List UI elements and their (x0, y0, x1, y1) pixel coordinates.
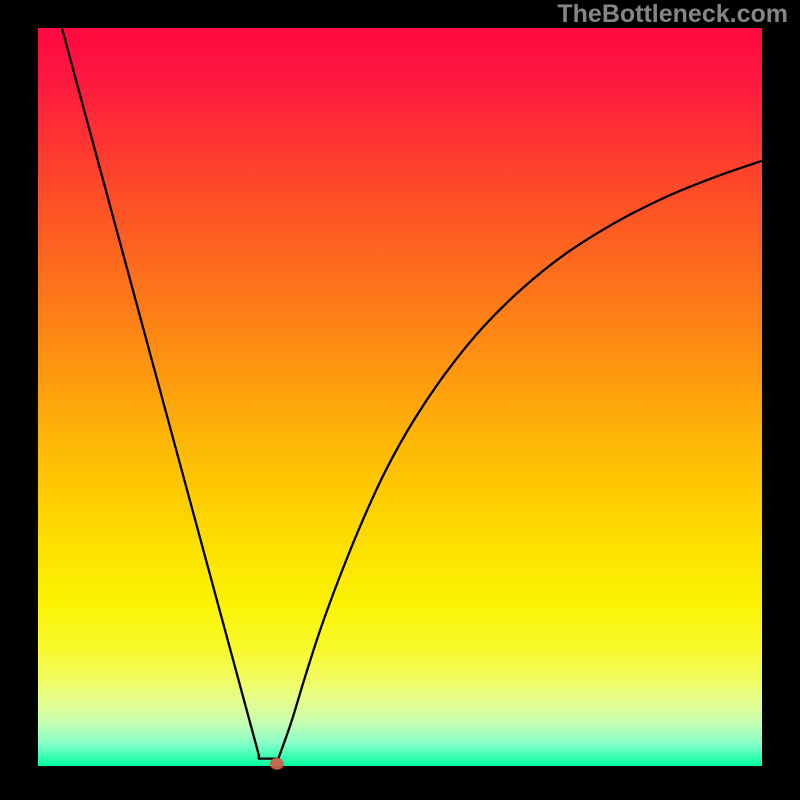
plot-background (38, 28, 762, 766)
watermark-text: TheBottleneck.com (557, 0, 788, 29)
bottleneck-chart (0, 0, 800, 800)
minimum-marker (270, 758, 284, 770)
chart-container: TheBottleneck.com (0, 0, 800, 800)
